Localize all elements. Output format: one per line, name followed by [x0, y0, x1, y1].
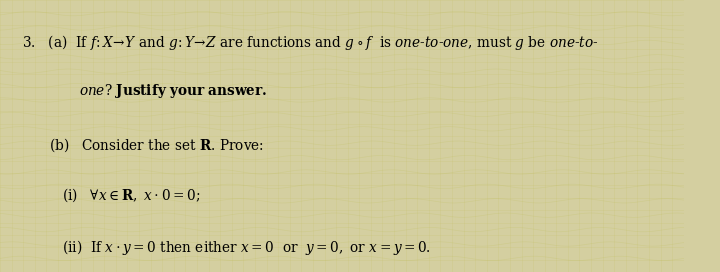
Text: $\mathit{one}$? $\mathbf{Justify\ your\ answer.}$: $\mathit{one}$? $\mathbf{Justify\ your\ …: [78, 82, 267, 100]
Text: (b)   Consider the set $\mathbf{R}$. Prove:: (b) Consider the set $\mathbf{R}$. Prove…: [49, 136, 264, 154]
Text: (i)   $\forall x \in \mathbf{R},\ x \cdot 0 = 0;$: (i) $\forall x \in \mathbf{R},\ x \cdot …: [61, 186, 200, 204]
Text: (ii)  If $x \cdot y = 0$ then either $x = 0$  or  $y = 0,$ or $x = y = 0.$: (ii) If $x \cdot y = 0$ then either $x =…: [61, 238, 431, 257]
Text: 3.   (a)  If $f\!:X \!\rightarrow\! Y$ and $g\!:Y \!\rightarrow\! Z$ are functio: 3. (a) If $f\!:X \!\rightarrow\! Y$ and …: [22, 33, 598, 52]
